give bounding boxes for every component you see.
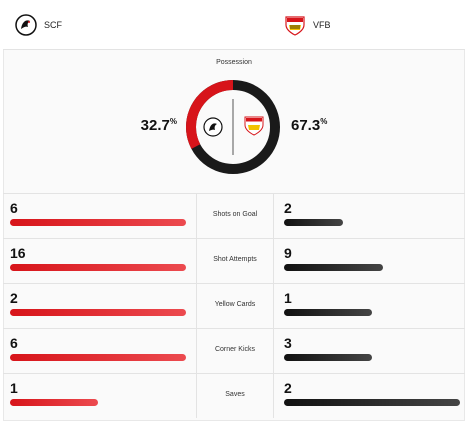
- away-stat-bar: [284, 354, 372, 361]
- home-stat-bar: [10, 264, 186, 271]
- stat-row: 16 Shot Attempts 9: [3, 238, 465, 283]
- away-stat-value: 3: [284, 335, 292, 351]
- away-stat-bar: [284, 399, 460, 406]
- stat-label: Saves: [197, 391, 273, 398]
- home-stat-cell: 16: [3, 239, 196, 283]
- home-possession-value: 32.7%: [141, 117, 177, 134]
- home-stat-bar: [10, 399, 98, 406]
- away-possession-value: 67.3%: [291, 117, 327, 134]
- team-header: SCF VFB: [3, 3, 465, 50]
- home-stat-bar: [10, 354, 186, 361]
- possession-donut-chart: [185, 79, 281, 175]
- away-stat-cell: 3: [274, 329, 465, 373]
- stat-row: 6 Corner Kicks 3: [3, 328, 465, 373]
- stat-row: 1 Saves 2: [3, 373, 465, 418]
- home-stat-cell: 1: [3, 374, 196, 418]
- vfb-stuttgart-crest-icon: [245, 117, 263, 135]
- sc-freiburg-crest-icon: [15, 14, 37, 36]
- stat-label-cell: Shots on Goal: [196, 194, 274, 238]
- home-stat-value: 6: [10, 335, 18, 351]
- away-stat-bar: [284, 219, 343, 226]
- home-stat-value: 2: [10, 290, 18, 306]
- sc-freiburg-crest-icon: [204, 118, 222, 136]
- home-stat-value: 1: [10, 380, 18, 396]
- stat-row: 6 Shots on Goal 2: [3, 193, 465, 238]
- away-team-name: VFB: [313, 20, 331, 30]
- away-stat-value: 2: [284, 200, 292, 216]
- home-stat-bar: [10, 309, 186, 316]
- away-stat-value: 1: [284, 290, 292, 306]
- home-stat-value: 16: [10, 245, 26, 261]
- stat-label-cell: Corner Kicks: [196, 329, 274, 373]
- away-stat-cell: 2: [274, 374, 465, 418]
- possession-title: Possession: [0, 59, 468, 66]
- home-stat-bar: [10, 219, 186, 226]
- vfb-stuttgart-crest-icon: [284, 14, 306, 36]
- away-stat-value: 2: [284, 380, 292, 396]
- stat-label-cell: Saves: [196, 374, 274, 418]
- home-stat-cell: 6: [3, 329, 196, 373]
- stat-row: 2 Yellow Cards 1: [3, 283, 465, 328]
- home-possession-arc: [191, 85, 233, 147]
- away-team[interactable]: VFB: [284, 14, 331, 36]
- away-stat-bar: [284, 309, 372, 316]
- stat-label: Shot Attempts: [197, 256, 273, 263]
- stat-label: Corner Kicks: [197, 346, 273, 353]
- away-stat-bar: [284, 264, 383, 271]
- home-stat-cell: 6: [3, 194, 196, 238]
- away-stat-cell: 1: [274, 284, 465, 328]
- home-team[interactable]: SCF: [15, 14, 62, 36]
- stat-label-cell: Yellow Cards: [196, 284, 274, 328]
- away-stat-value: 9: [284, 245, 292, 261]
- away-stat-cell: 9: [274, 239, 465, 283]
- stat-label: Yellow Cards: [197, 301, 273, 308]
- home-team-name: SCF: [44, 20, 62, 30]
- home-stat-cell: 2: [3, 284, 196, 328]
- home-stat-value: 6: [10, 200, 18, 216]
- stat-label: Shots on Goal: [197, 211, 273, 218]
- away-stat-cell: 2: [274, 194, 465, 238]
- stat-label-cell: Shot Attempts: [196, 239, 274, 283]
